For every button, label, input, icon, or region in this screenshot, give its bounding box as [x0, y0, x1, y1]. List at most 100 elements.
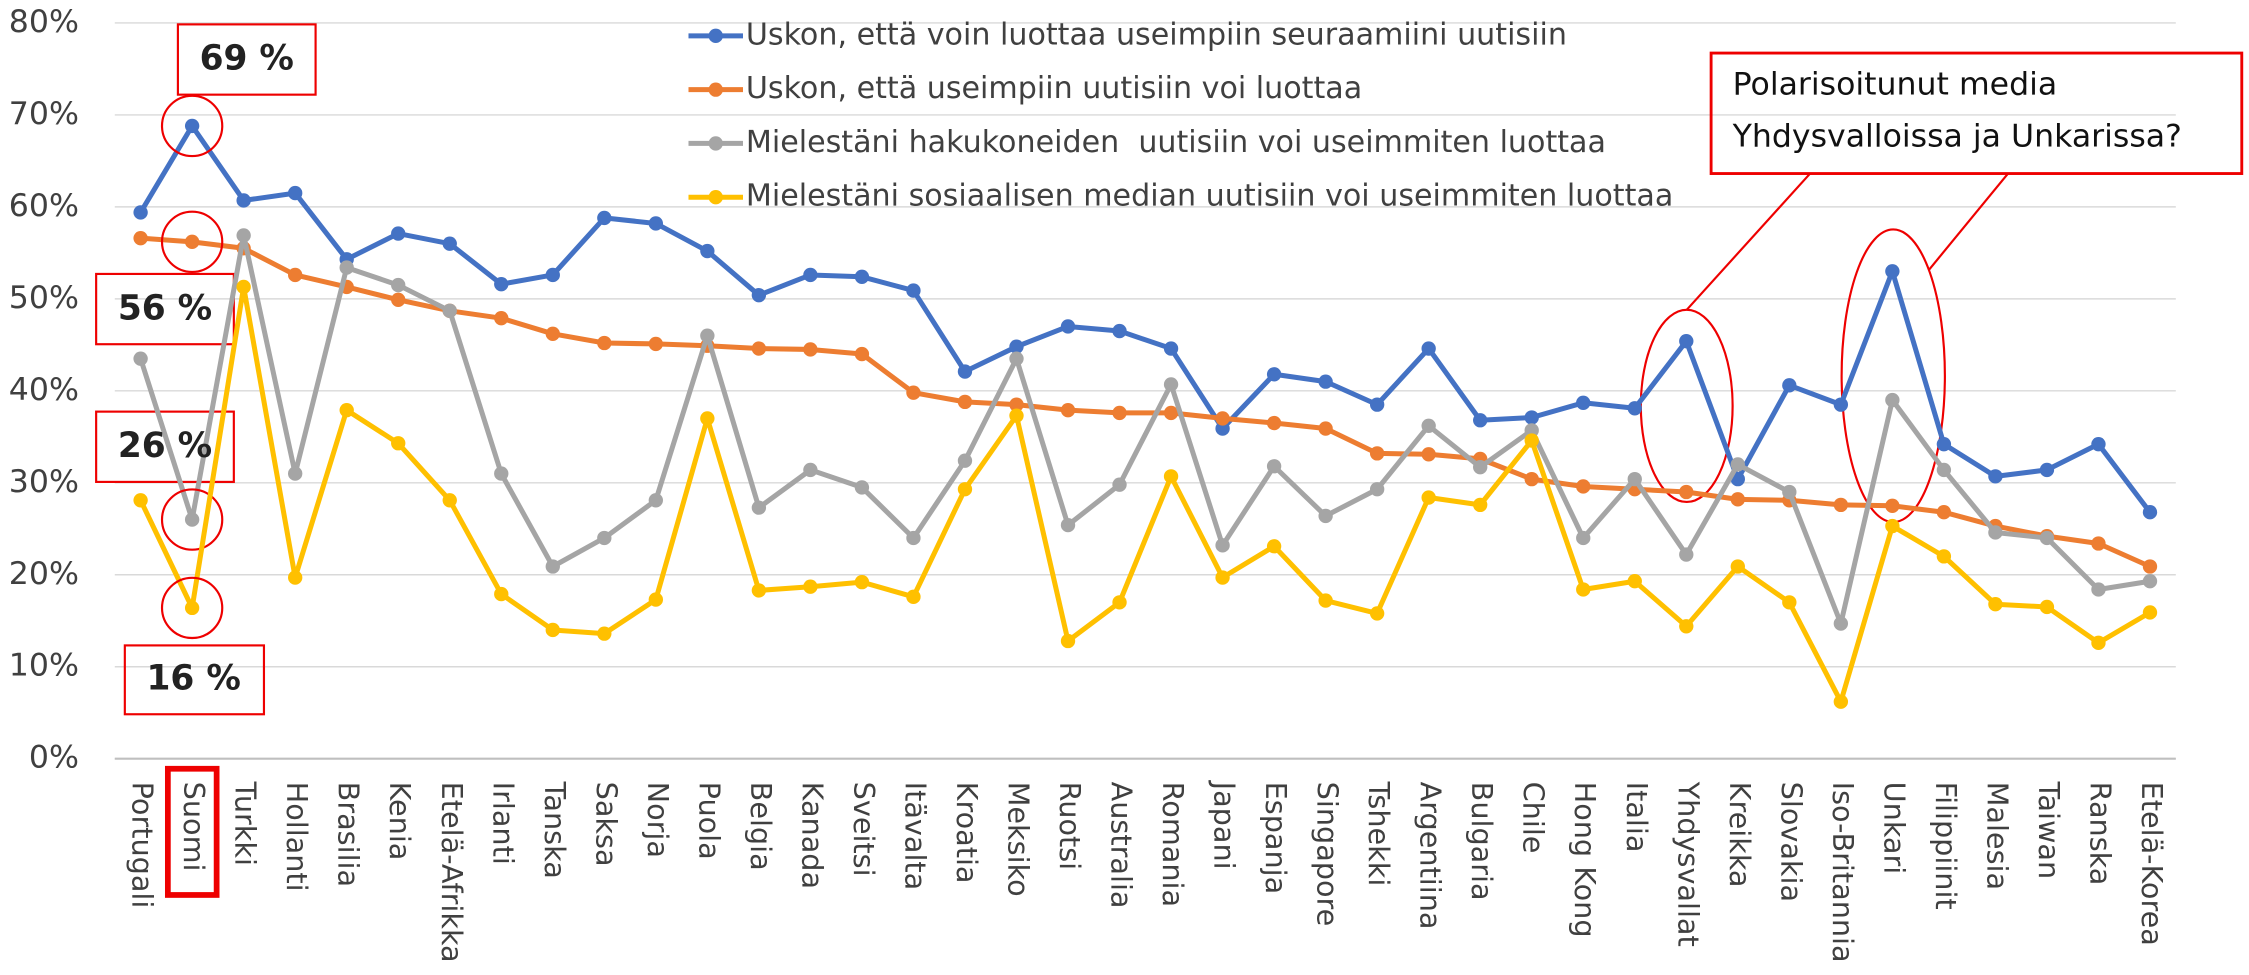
- data-point: [803, 267, 818, 283]
- y-tick-label: 20%: [9, 556, 79, 592]
- data-point: [1782, 484, 1797, 500]
- data-point: [1936, 437, 1952, 452]
- x-tick-label: Kreikka: [1723, 782, 1757, 888]
- data-point: [184, 118, 200, 134]
- data-point: [442, 236, 457, 251]
- data-point: [1215, 411, 1230, 426]
- data-point: [1936, 505, 1952, 520]
- x-tick-label: Kenia: [383, 782, 417, 861]
- data-point: [133, 351, 148, 366]
- data-point: [854, 480, 870, 495]
- y-tick-label: 60%: [9, 188, 79, 224]
- data-point: [751, 341, 767, 356]
- data-point: [1266, 459, 1282, 474]
- data-point: [1833, 616, 1849, 631]
- data-point: [1730, 559, 1745, 574]
- data-point: [1936, 462, 1952, 478]
- label-box: [95, 272, 235, 346]
- data-point: [1936, 549, 1952, 564]
- data-point: [1576, 479, 1591, 494]
- data-point: [1369, 606, 1385, 621]
- data-point: [1163, 341, 1179, 356]
- data-point: [1627, 401, 1642, 416]
- legend-marker: [708, 190, 723, 205]
- data-point: [1060, 517, 1076, 533]
- data-point: [854, 269, 870, 284]
- data-point: [1833, 694, 1849, 709]
- data-point: [1833, 397, 1849, 412]
- x-tick-label: Suomi: [177, 782, 211, 872]
- x-tick-label: Ranska: [2083, 782, 2117, 886]
- data-point: [597, 335, 612, 351]
- data-point: [1421, 490, 1436, 505]
- data-point: [1988, 597, 2003, 612]
- data-point: [391, 292, 406, 307]
- x-tick-label: Turkki: [229, 781, 263, 866]
- data-point: [1369, 446, 1385, 461]
- x-tick-label: Etelä-Afrikka: [435, 782, 469, 963]
- data-point: [545, 559, 560, 574]
- data-point: [1112, 405, 1127, 421]
- y-tick-label: 0%: [29, 740, 79, 776]
- y-tick-label: 40%: [9, 372, 79, 408]
- data-point: [339, 402, 354, 418]
- data-point: [906, 530, 921, 546]
- data-point: [1318, 421, 1333, 436]
- x-tick-label: Kroatia: [950, 782, 984, 884]
- data-point: [1782, 378, 1797, 393]
- legend-marker: [708, 82, 723, 97]
- data-point: [1730, 492, 1745, 507]
- data-point: [288, 466, 303, 481]
- data-point: [494, 586, 509, 602]
- x-tick-label: Norja: [641, 782, 675, 858]
- x-tick-label: Slovakia: [1774, 782, 1808, 902]
- x-tick-label: Kanada: [795, 782, 829, 889]
- x-tick-label: Ruotsi: [1053, 782, 1087, 871]
- data-point: [957, 482, 973, 497]
- data-point: [957, 394, 973, 410]
- legend-label: Uskon, että voin luottaa useimpiin seura…: [746, 17, 1567, 52]
- data-point: [391, 436, 406, 451]
- y-tick-label: 10%: [9, 648, 79, 684]
- data-point: [1782, 595, 1797, 610]
- data-point: [391, 277, 406, 293]
- data-point: [1060, 633, 1076, 649]
- data-point: [1369, 482, 1385, 497]
- data-point: [1009, 408, 1024, 423]
- data-point: [184, 512, 200, 527]
- y-tick-label: 70%: [9, 96, 79, 132]
- series-line: [140, 235, 2152, 569]
- data-point: [1009, 397, 1024, 412]
- data-point: [442, 303, 457, 318]
- legend-label: Mielestäni sosiaalisen median uutisiin v…: [746, 179, 1673, 214]
- data-point: [751, 288, 767, 303]
- data-point: [1524, 410, 1539, 425]
- data-point: [236, 193, 251, 208]
- data-point: [1318, 508, 1333, 524]
- data-point: [1215, 538, 1230, 553]
- data-point: [1318, 593, 1333, 608]
- data-point: [1421, 447, 1436, 462]
- series-line: [138, 284, 2152, 705]
- data-point: [803, 342, 818, 357]
- data-point: [1163, 405, 1179, 421]
- x-tick-label: Itävalta: [898, 782, 932, 891]
- x-tick-label: Bulgaria: [1465, 782, 1499, 901]
- data-point: [1163, 469, 1179, 484]
- data-point: [648, 592, 664, 607]
- data-point: [906, 283, 921, 298]
- data-point: [184, 234, 200, 250]
- data-point: [545, 267, 560, 283]
- value-label: 69 %: [200, 39, 294, 79]
- data-point: [751, 500, 767, 515]
- data-point: [597, 210, 612, 226]
- data-point: [1679, 619, 1694, 634]
- data-point: [1576, 582, 1591, 597]
- data-point: [2091, 635, 2106, 651]
- data-point: [1627, 574, 1642, 589]
- data-point: [1163, 377, 1179, 392]
- data-point: [1112, 477, 1127, 492]
- label-box: [176, 23, 317, 96]
